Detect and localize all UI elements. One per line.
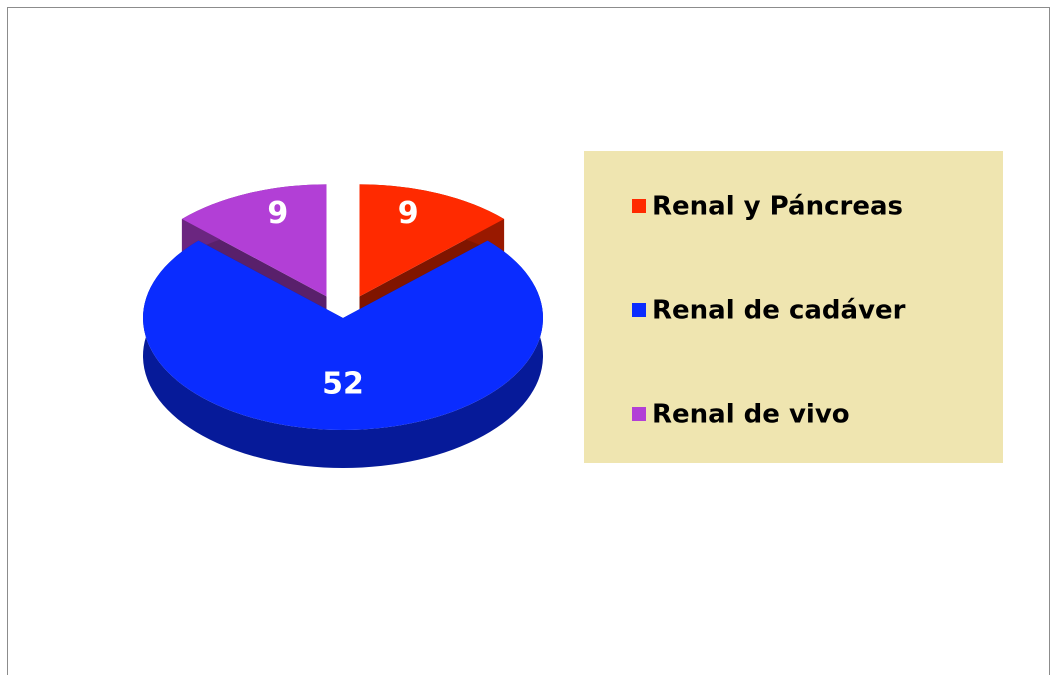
data-label: 9 (398, 196, 419, 231)
legend-swatch (632, 303, 646, 317)
legend-label: Renal de cadáver (652, 296, 906, 326)
slice (143, 240, 543, 431)
legend-swatch (632, 199, 646, 213)
slice (359, 184, 505, 297)
legend-box (584, 151, 1003, 463)
slice (181, 184, 327, 297)
legend-swatch (632, 407, 646, 421)
data-label: 52 (322, 367, 364, 402)
legend-label: Renal y Páncreas (652, 192, 903, 222)
legend-label: Renal de vivo (652, 400, 850, 430)
data-label: 9 (267, 196, 288, 231)
slice (142, 240, 543, 469)
